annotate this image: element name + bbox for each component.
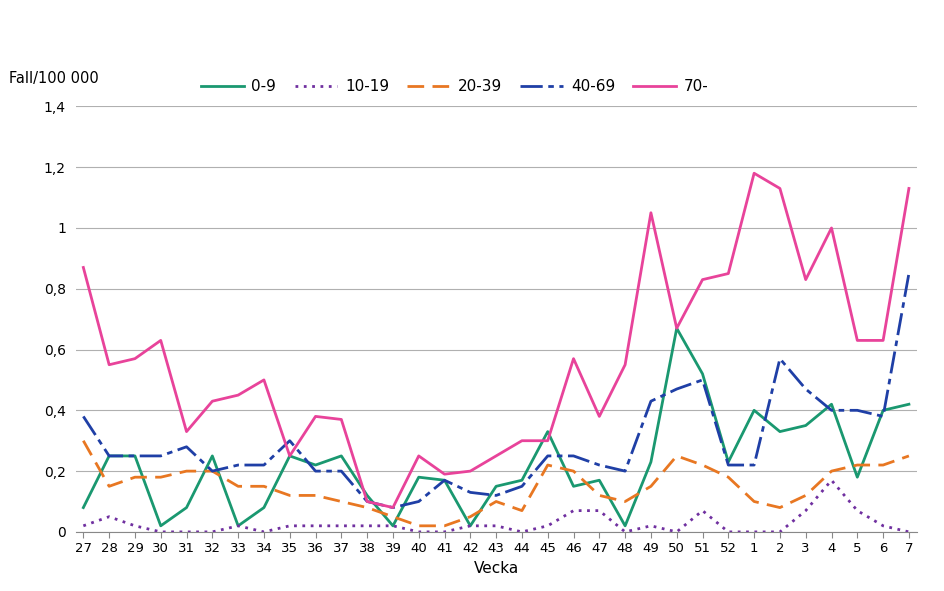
- X-axis label: Vecka: Vecka: [473, 561, 518, 576]
- Text: Fall/100 000: Fall/100 000: [9, 71, 99, 86]
- Legend: 0-9, 10-19, 20-39, 40-69, 70-: 0-9, 10-19, 20-39, 40-69, 70-: [201, 79, 708, 95]
